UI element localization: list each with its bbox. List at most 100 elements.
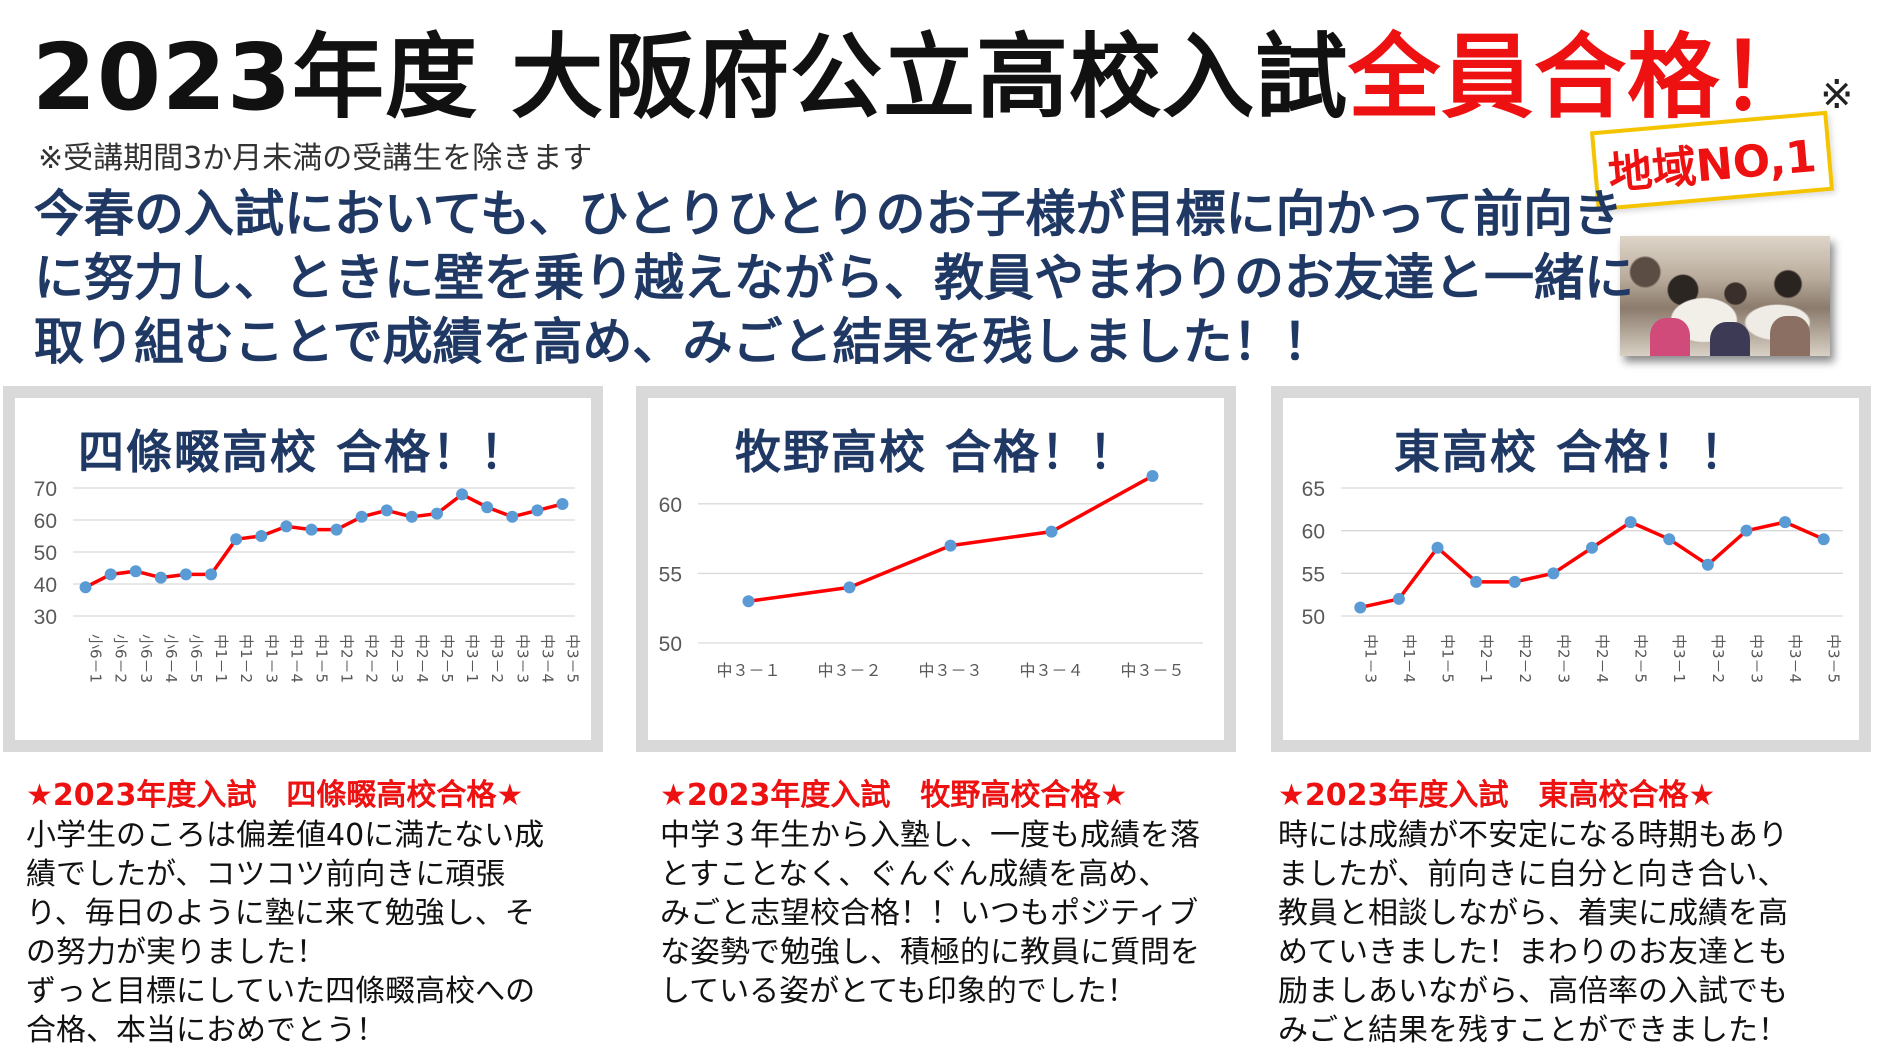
x-tick-label: 中2－3 — [388, 634, 406, 683]
story-line: り、毎日のように塾に来て勉強し、そ — [26, 896, 535, 931]
page-title: 2023年度 大阪府公立高校入試全員合格！ — [32, 18, 1813, 138]
score-chart-makino: 50 55 60 中３－１ 中３－２ 中３－３ 中３－４ 中３－５ — [659, 470, 1203, 680]
chart-panel-makino: 牧野高校 合格！！ 50 55 60 中３－１ 中３－２ 中３－３ 中３－４ 中３－５ — [636, 386, 1236, 752]
data-point — [1431, 541, 1444, 554]
story-line: 励ましあいながら、高倍率の入試でも — [1278, 974, 1788, 1009]
x-tick-label: 中1－3 — [262, 634, 280, 683]
x-tick-label: 中1－5 — [312, 634, 330, 683]
x-tick-label: 中3－3 — [513, 634, 531, 683]
data-point — [1779, 516, 1792, 529]
x-tick-label: 中2－2 — [363, 634, 381, 683]
footnote: ※受講期間3か月未満の受講生を除きます — [38, 141, 593, 176]
y-tick-label: 40 — [34, 574, 57, 597]
y-tick-label: 30 — [34, 606, 57, 629]
y-tick-label: 60 — [1302, 521, 1325, 544]
x-tick-label: 中3－4 — [1786, 634, 1804, 683]
x-tick-label: 中３－４ — [1019, 661, 1083, 680]
data-point — [179, 568, 192, 581]
x-tick-label: 中3－3 — [1747, 634, 1765, 683]
data-point — [205, 568, 218, 581]
title-highlight: 全員合格！ — [1348, 24, 1814, 131]
x-tick-label: 小6－2 — [112, 634, 130, 683]
x-tick-label: 中1－5 — [1439, 634, 1457, 683]
data-point — [556, 498, 569, 510]
x-tick-label: 中３－５ — [1120, 661, 1184, 680]
data-point — [1624, 516, 1637, 529]
x-tick-label: 中3－5 — [563, 634, 581, 683]
lead-line: 取り組むことで成績を高め、みごと結果を残しました！！ — [34, 313, 1333, 371]
story-makino: ★2023年度入試 牧野高校合格★ 中学３年生から入塾し、一度も成績を落 とすこ… — [660, 776, 1260, 1011]
x-tick-label: 中３－２ — [817, 661, 881, 680]
x-tick-label: 中2－5 — [1632, 634, 1650, 683]
story-line: みごと結果を残すことができました！ — [1278, 1013, 1788, 1048]
x-tick-label: 中2－3 — [1554, 634, 1572, 683]
x-tick-label: 中2－4 — [1593, 634, 1611, 683]
classroom-photo — [1620, 236, 1830, 356]
title-footnote-mark: ※ — [1820, 72, 1854, 118]
data-point — [1354, 601, 1367, 614]
story-line: めていきました！まわりのお友達とも — [1278, 935, 1788, 970]
y-tick-label: 60 — [34, 510, 57, 533]
x-tick-label: 中1－1 — [212, 634, 230, 683]
data-point — [104, 568, 117, 581]
x-tick-label: 中1－3 — [1361, 634, 1379, 683]
x-tick-label: 中2－4 — [413, 634, 431, 683]
x-tick-label: 中3－1 — [463, 634, 481, 683]
x-tick-label: 小6－4 — [162, 634, 180, 683]
story-heading: ★2023年度入試 東高校合格★ — [1278, 778, 1716, 813]
series-line — [748, 474, 1154, 603]
x-tick-label: 小6－3 — [137, 634, 155, 683]
data-point — [506, 510, 519, 523]
data-point — [280, 520, 293, 533]
data-point — [380, 504, 393, 517]
data-point — [355, 510, 368, 523]
chart-title: 四條畷高校 合格！！ — [77, 425, 528, 479]
data-point — [843, 581, 856, 594]
x-tick-label: 中1－4 — [1400, 634, 1418, 683]
data-point — [330, 523, 343, 536]
story-line: みごと志望校合格！！いつもポジティブ — [660, 896, 1199, 931]
data-point — [944, 539, 957, 552]
x-tick-label: 中3－1 — [1670, 634, 1688, 683]
data-point — [79, 581, 92, 594]
data-point — [305, 523, 318, 536]
x-tick-label: 中2－1 — [338, 634, 356, 683]
x-tick-label: 中3－5 — [1825, 634, 1843, 683]
x-tick-label: 中３－１ — [716, 661, 780, 680]
story-line: 中学３年生から入塾し、一度も成績を落 — [660, 818, 1200, 853]
data-point — [1817, 533, 1830, 546]
data-point — [1701, 558, 1714, 571]
data-point — [1392, 592, 1405, 605]
story-shijonawate: ★2023年度入試 四條畷高校合格★ 小学生のころは偏差値40に満たない成 績で… — [26, 776, 626, 1050]
story-line: 小学生のころは偏差値40に満たない成 — [26, 818, 545, 853]
story-higashi: ★2023年度入試 東高校合格★ 時には成績が不安定になる時期もあり ましたが、… — [1278, 776, 1878, 1050]
score-chart-higashi: 50 55 60 65 中1－3 中1－4 中1－5 中2－1 中2－2 中2－3 中2－4 中2－5… — [1302, 478, 1843, 683]
data-point — [531, 504, 544, 517]
story-line: 績でしたが、コツコツ前向きに頑張 — [26, 857, 506, 892]
x-tick-label: 中3－2 — [1709, 634, 1727, 683]
y-tick-label: 55 — [1302, 563, 1325, 586]
x-tick-label: 中３－３ — [918, 661, 982, 680]
x-tick-label: 中1－2 — [237, 634, 255, 683]
data-point — [154, 571, 167, 584]
data-point — [456, 488, 469, 501]
chart-title: 牧野高校 合格！！ — [734, 425, 1137, 479]
data-point — [1740, 524, 1753, 537]
y-tick-label: 65 — [1302, 478, 1325, 501]
y-tick-label: 50 — [34, 542, 57, 565]
y-tick-label: 55 — [659, 563, 682, 586]
story-line: とすことなく、ぐんぐん成績を高め、 — [660, 857, 1169, 892]
y-tick-label: 50 — [1302, 606, 1325, 629]
story-line: 合格、本当におめでとう！ — [26, 1013, 386, 1048]
data-point — [742, 595, 755, 608]
data-point — [405, 510, 418, 523]
chart-title: 東高校 合格！！ — [1393, 425, 1748, 479]
lead-line: に努力し、ときに壁を乗り越えながら、教員やまわりのお友達と一緒に — [34, 249, 1634, 307]
title-main: 2023年度 大阪府公立高校入試 — [32, 24, 1349, 131]
x-tick-label: 中3－2 — [488, 634, 506, 683]
data-point — [1045, 525, 1058, 538]
x-tick-label: 中1－4 — [287, 634, 305, 683]
story-line: の努力が実りました！ — [26, 935, 326, 970]
x-tick-label: 中2－1 — [1477, 634, 1495, 683]
data-point — [1547, 567, 1560, 580]
